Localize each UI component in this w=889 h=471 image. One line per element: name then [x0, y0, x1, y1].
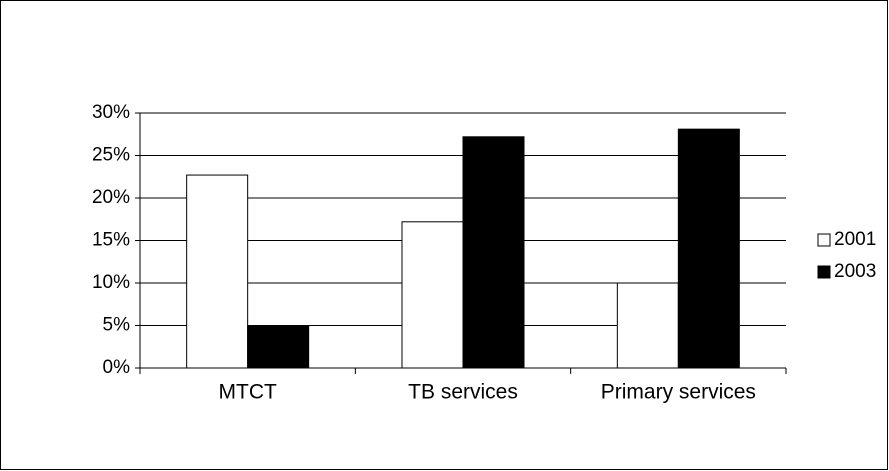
- bar: [186, 174, 249, 369]
- bar: [247, 325, 310, 369]
- x-tick-label: Primary services: [601, 381, 756, 404]
- y-tick-label: 15%: [92, 230, 130, 251]
- bar: [616, 282, 679, 369]
- y-tick-label: 20%: [92, 187, 130, 208]
- x-tick-label: MTCT: [219, 381, 277, 404]
- legend-swatch: [817, 265, 831, 279]
- y-tick-label: 0%: [103, 357, 131, 378]
- y-tick-label: 30%: [92, 102, 130, 123]
- bar: [462, 136, 525, 369]
- y-tick-label: 25%: [92, 145, 130, 166]
- bar: [677, 128, 740, 369]
- legend-label: 2003: [834, 261, 876, 282]
- legend-swatch: [817, 233, 831, 247]
- y-tick-label: 5%: [103, 315, 131, 336]
- legend-label: 2001: [834, 229, 876, 250]
- x-tick-label: TB services: [408, 381, 518, 404]
- bar: [401, 221, 464, 369]
- y-tick-label: 10%: [92, 272, 130, 293]
